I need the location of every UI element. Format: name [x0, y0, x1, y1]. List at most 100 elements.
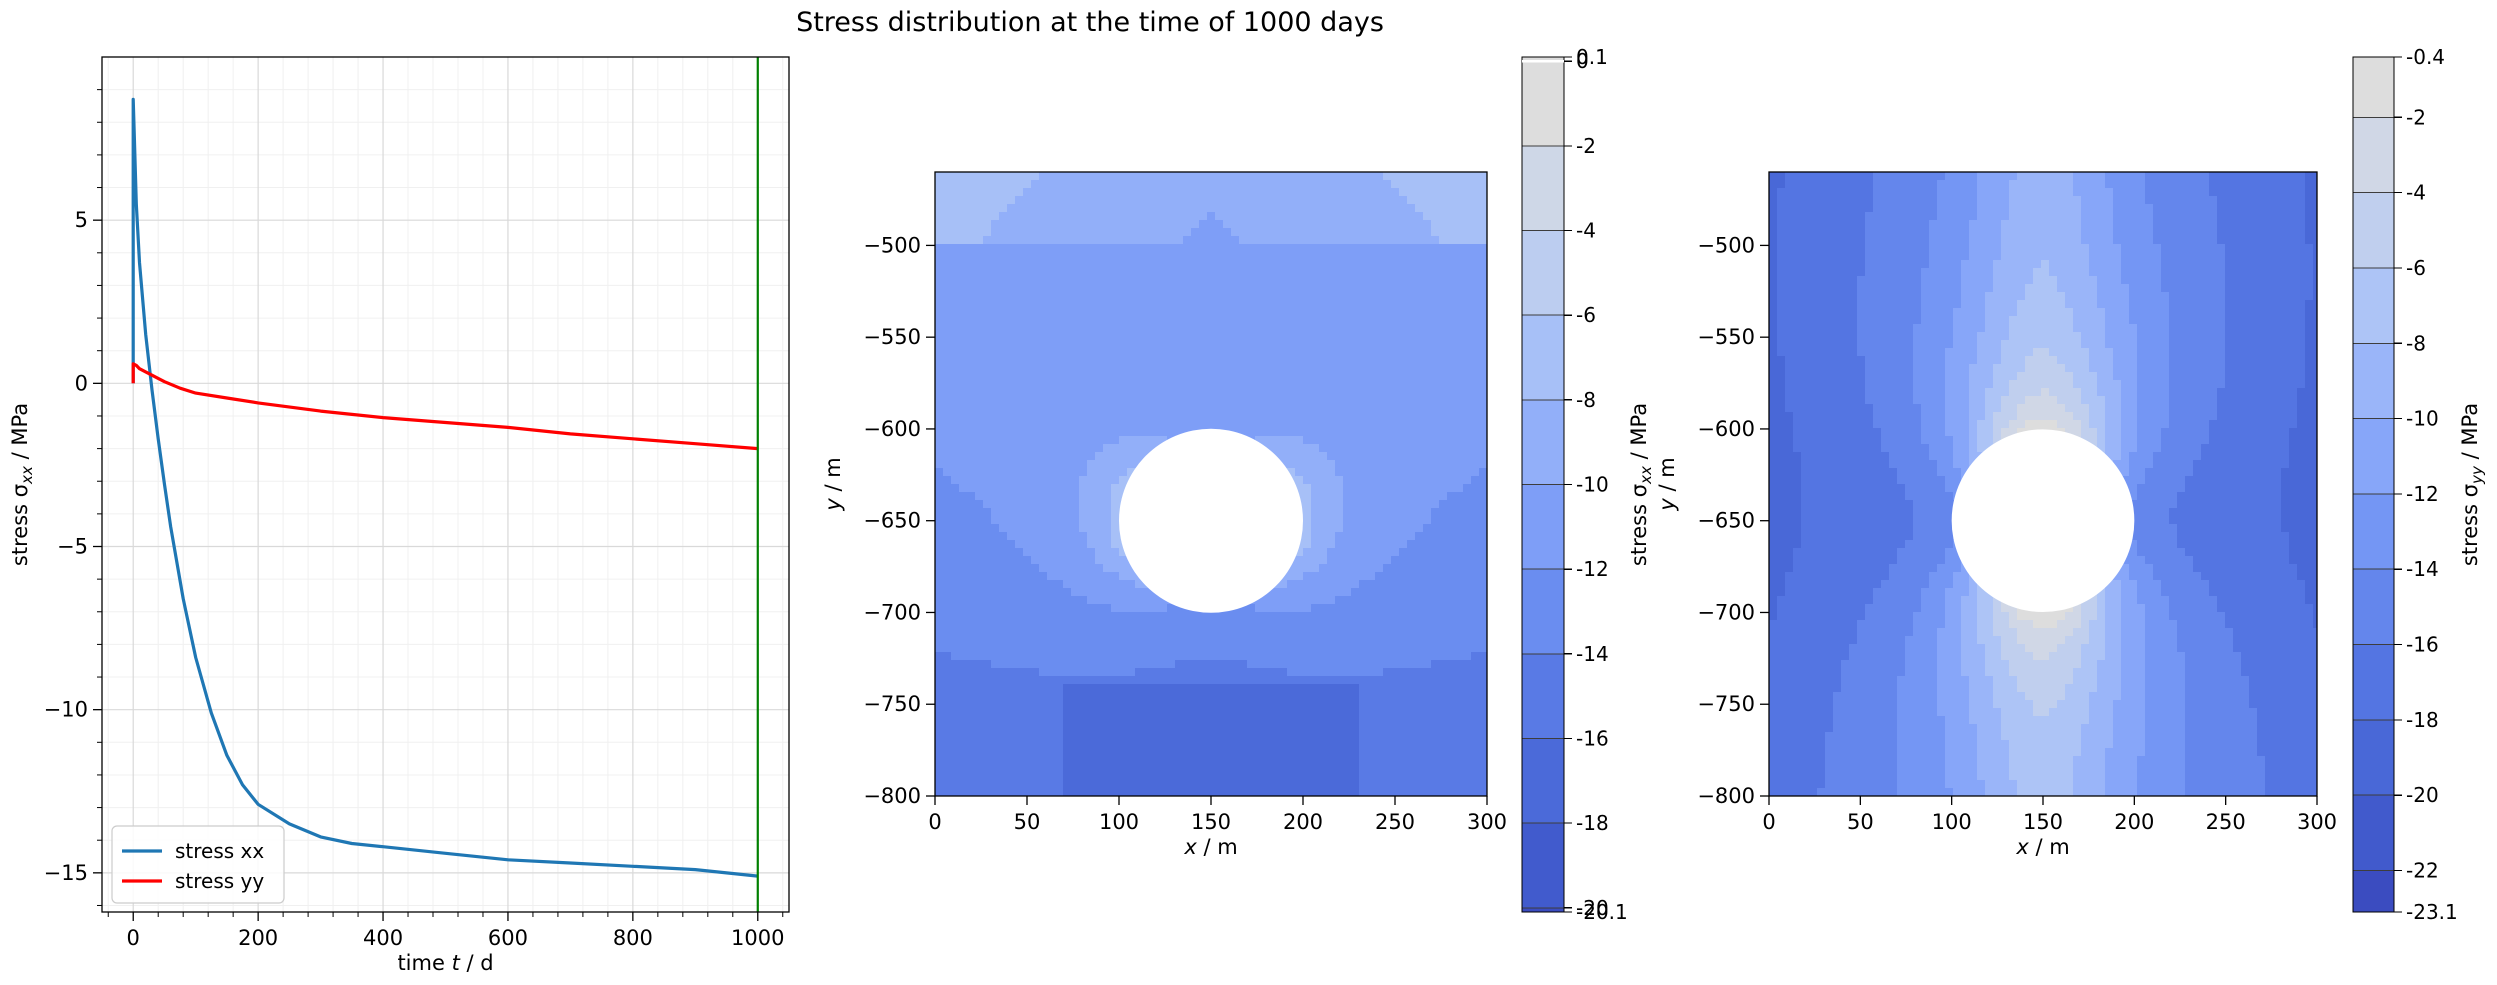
contour-cell	[1279, 596, 1287, 604]
contour-cell	[1279, 428, 1287, 436]
contour-cell	[1215, 236, 1223, 244]
contour-cell	[1415, 292, 1423, 300]
contour-cell	[991, 316, 999, 324]
contour-cell	[1007, 668, 1015, 676]
contour-cell	[1415, 692, 1423, 700]
contour-cell	[1247, 724, 1255, 732]
contour-cell	[1391, 644, 1399, 652]
contour-cell	[1079, 484, 1087, 492]
contour-cell	[1479, 612, 1487, 620]
contour-cell	[1007, 548, 1015, 556]
contour-cell	[1383, 300, 1391, 308]
contour-cell	[1255, 356, 1263, 364]
contour-cell	[1079, 732, 1087, 740]
contour-cell	[1279, 604, 1287, 612]
contour-cell	[1383, 260, 1391, 268]
contour-cell	[1063, 476, 1071, 484]
contour-cell	[991, 620, 999, 628]
contour-cell	[1375, 308, 1383, 316]
contour-cell	[1111, 684, 1119, 692]
contour-cell	[1055, 484, 1063, 492]
contour-cell	[1303, 324, 1311, 332]
contour-cell	[1159, 316, 1167, 324]
contour-cell	[1119, 316, 1127, 324]
contour-cell	[1151, 604, 1159, 612]
contour-cell	[1399, 252, 1407, 260]
contour-cell	[1031, 436, 1039, 444]
contour-cell	[1351, 588, 1359, 596]
contour-cell	[1247, 708, 1255, 716]
contour-cell	[1127, 380, 1135, 388]
contour-cell	[1375, 428, 1383, 436]
contour-cell	[983, 212, 991, 220]
contour-cell	[1247, 204, 1255, 212]
contour-cell	[1423, 516, 1431, 524]
contour-cell	[1151, 356, 1159, 364]
contour-cell	[1359, 196, 1367, 204]
contour-cell	[1087, 308, 1095, 316]
contour-cell	[1151, 644, 1159, 652]
contour-cell	[1327, 628, 1335, 636]
contour-cell	[1279, 700, 1287, 708]
contour-cell	[983, 508, 991, 516]
contour-cell	[1007, 524, 1015, 532]
contour-cell	[1031, 588, 1039, 596]
contour-cell	[1103, 652, 1111, 660]
contour-cell	[1055, 708, 1063, 716]
contour-cell	[1319, 580, 1327, 588]
contour-cell	[1039, 428, 1047, 436]
contour-cell	[1455, 324, 1463, 332]
contour-cell	[1287, 188, 1295, 196]
contour-cell	[951, 260, 959, 268]
contour-field	[935, 172, 1487, 796]
contour-cell	[1007, 604, 1015, 612]
contour-cell	[1103, 620, 1111, 628]
contour-cell	[1303, 692, 1311, 700]
contour-cell	[1087, 356, 1095, 364]
contour-cell	[1391, 596, 1399, 604]
contour-cell	[983, 724, 991, 732]
contour-cell	[999, 284, 1007, 292]
contour-cell	[1167, 644, 1175, 652]
contour-cell	[1479, 404, 1487, 412]
contour-cell	[1351, 564, 1359, 572]
contour-cell	[1111, 484, 1119, 492]
contour-cell	[1039, 596, 1047, 604]
contour-cell	[1031, 476, 1039, 484]
contour-cell	[1063, 724, 1071, 732]
contour-cell	[1143, 588, 1151, 596]
contour-cell	[1007, 484, 1015, 492]
contour-cell	[1223, 292, 1231, 300]
contour-cell	[1063, 188, 1071, 196]
contour-cell	[1095, 588, 1103, 596]
contour-cell	[1463, 444, 1471, 452]
contour-cell	[991, 244, 999, 252]
contour-cell	[1367, 356, 1375, 364]
contour-cell	[1279, 676, 1287, 684]
contour-cell	[1335, 244, 1343, 252]
contour-cell	[1047, 492, 1055, 500]
contour-cell	[1311, 180, 1319, 188]
contour-cell	[1399, 348, 1407, 356]
contour-cell	[1279, 452, 1287, 460]
contour-cell	[951, 172, 959, 180]
contour-cell	[1095, 276, 1103, 284]
contour-cell	[1327, 476, 1335, 484]
contour-cell	[1383, 540, 1391, 548]
contour-cell	[1375, 620, 1383, 628]
contour-cell	[1127, 268, 1135, 276]
contour-cell	[1031, 460, 1039, 468]
contour-cell	[1103, 604, 1111, 612]
contour-cell	[1111, 420, 1119, 428]
contour-cell	[1135, 324, 1143, 332]
contour-cell	[1207, 220, 1215, 228]
contour-cell	[1423, 380, 1431, 388]
contour-cell	[1383, 364, 1391, 372]
contour-cell	[975, 612, 983, 620]
contour-cell	[1159, 236, 1167, 244]
contour-cell	[1103, 572, 1111, 580]
contour-cell	[1015, 604, 1023, 612]
contour-cell	[1215, 636, 1223, 644]
contour-cell	[959, 540, 967, 548]
contour-cell	[983, 284, 991, 292]
